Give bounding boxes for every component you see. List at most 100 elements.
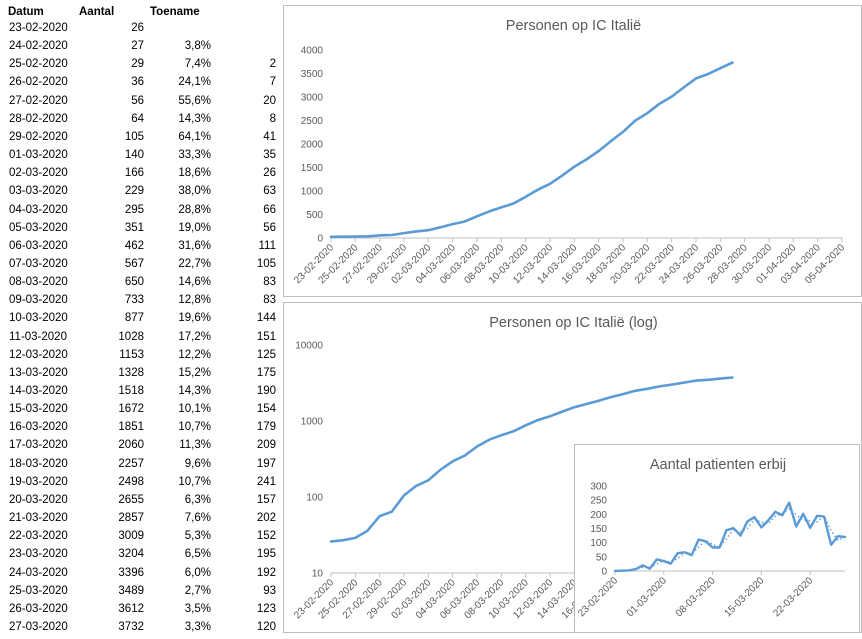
y-tick-label: 2500 [301, 116, 324, 127]
cell-date: 25-02-2020 [9, 58, 68, 71]
cell-percent: 24,1% [178, 76, 211, 89]
table-row: 27-02-2020 56 55,6% 20 [0, 95, 282, 113]
cell-date: 10-03-2020 [9, 312, 68, 325]
table-row: 11-03-2020 1028 17,2% 151 [0, 331, 282, 349]
cell-date: 16-03-2020 [9, 421, 68, 434]
cell-count: 1851 [118, 421, 144, 434]
cell-date: 27-03-2020 [9, 620, 68, 633]
table-row: 25-03-2020 3489 2,7% 93 [0, 585, 282, 603]
y-tick-label: 200 [590, 510, 607, 521]
cell-increase: 190 [256, 385, 276, 397]
x-tick-label: 23-02-2020 [576, 575, 620, 619]
cell-percent: 7,6% [184, 512, 211, 525]
chart-title: Personen op IC Italië [506, 18, 641, 34]
cell-count: 351 [124, 221, 144, 234]
cell-date: 25-03-2020 [9, 584, 68, 597]
cell-increase: 111 [258, 239, 276, 252]
cell-count: 1153 [119, 348, 144, 361]
cell-increase: 241 [256, 475, 276, 488]
y-tick-label: 10000 [295, 341, 323, 352]
header-datum: Datum [8, 6, 44, 18]
y-tick-label: 100 [306, 493, 323, 504]
cell-percent: 9,6% [184, 457, 211, 470]
cell-increase: 105 [256, 257, 276, 270]
cell-date: 14-03-2020 [9, 385, 68, 397]
chart-linear: Personen op IC Italië 0 500 1000 1500 2000 250… [292, 18, 847, 286]
cell-count: 3009 [118, 530, 144, 543]
table-row: 24-02-2020 27 3,8% [0, 40, 282, 58]
cell-increase: 26 [263, 167, 276, 180]
cell-percent: 14,3% [178, 112, 211, 125]
cell-percent: 11,3% [179, 439, 211, 452]
table-row: 07-03-2020 567 22,7% 105 [0, 258, 282, 276]
cell-date: 29-02-2020 [9, 130, 68, 143]
chart-panel-increase: Aantal patienten erbij 0 50 100 150 200 250 300… [574, 444, 860, 633]
cell-increase: 66 [263, 203, 276, 216]
cell-date: 08-03-2020 [9, 276, 68, 289]
cell-percent: 19,0% [178, 221, 211, 234]
cell-percent: 2,7% [184, 584, 211, 597]
table-row: 03-03-2020 229 38,0% 63 [0, 185, 282, 203]
cell-percent: 38,0% [178, 185, 211, 198]
cell-percent: 22,7% [178, 257, 211, 270]
cell-percent: 10,7% [178, 421, 211, 434]
y-tick-label: 1500 [301, 163, 324, 174]
cell-count: 3204 [118, 548, 144, 561]
cell-percent: 10,1% [178, 403, 211, 416]
cell-date: 17-03-2020 [9, 439, 68, 452]
cell-date: 06-03-2020 [9, 239, 68, 252]
table-row: 14-03-2020 1518 14,3% 190 [0, 385, 282, 403]
chart-title: Personen op IC Italië (log) [489, 315, 657, 331]
cell-count: 1028 [118, 330, 144, 343]
cell-increase: 83 [263, 276, 276, 289]
cell-date: 12-03-2020 [9, 348, 68, 361]
cell-count: 29 [131, 58, 144, 71]
cell-date: 26-02-2020 [9, 76, 68, 89]
table-row: 27-03-2020 3732 3,3% 120 [0, 621, 282, 639]
cell-increase: 56 [263, 221, 276, 234]
table-row: 05-03-2020 351 19,0% 56 [0, 222, 282, 240]
cell-count: 166 [124, 167, 144, 180]
cell-increase: 179 [256, 421, 276, 434]
y-tick-label: 50 [596, 552, 608, 563]
cell-count: 2857 [118, 512, 144, 525]
cell-increase: 125 [256, 348, 276, 361]
cell-count: 2498 [118, 475, 144, 488]
cell-date: 01-03-2020 [9, 149, 68, 162]
cell-percent: 6,3% [184, 493, 211, 506]
table-row: 12-03-2020 1153 12,2% 125 [0, 349, 282, 367]
cell-increase: 2 [269, 58, 276, 71]
cell-count: 733 [124, 294, 144, 307]
cell-increase: 123 [256, 602, 276, 615]
table-row: 16-03-2020 1851 10,7% 179 [0, 421, 282, 439]
chart-title: Aantal patienten erbij [650, 457, 786, 473]
series-line [329, 61, 734, 239]
cell-percent: 55,6% [178, 94, 211, 107]
cell-increase: 157 [256, 493, 276, 506]
cell-date: 13-03-2020 [9, 366, 68, 379]
cell-date: 09-03-2020 [9, 294, 68, 307]
y-tick-label: 3000 [301, 93, 324, 104]
table-row: 23-02-2020 26 [0, 22, 282, 40]
table-row: 25-02-2020 29 7,4% 2 [0, 58, 282, 76]
cell-date: 28-02-2020 [9, 112, 68, 125]
table-row: 23-03-2020 3204 6,5% 195 [0, 548, 282, 566]
cell-percent: 5,3% [184, 530, 211, 543]
table-row: 24-03-2020 3396 6,0% 192 [0, 567, 282, 585]
cell-date: 24-02-2020 [9, 40, 68, 53]
cell-count: 1518 [118, 385, 144, 397]
cell-count: 1328 [118, 366, 144, 379]
cell-percent: 6,0% [184, 566, 211, 579]
cell-date: 15-03-2020 [9, 403, 68, 416]
cell-percent: 7,4% [184, 58, 211, 71]
table-row: 18-03-2020 2257 9,6% 197 [0, 458, 282, 476]
cell-increase: 41 [263, 130, 276, 143]
cell-count: 3732 [118, 620, 144, 633]
cell-percent: 15,2% [178, 366, 211, 379]
cell-increase: 151 [256, 330, 276, 343]
series-line [329, 376, 734, 543]
y-tick-label: 2000 [301, 140, 324, 151]
table-row: 08-03-2020 650 14,6% 83 [0, 276, 282, 294]
table-row: 20-03-2020 2655 6,3% 157 [0, 494, 282, 512]
cell-count: 2257 [118, 457, 144, 470]
